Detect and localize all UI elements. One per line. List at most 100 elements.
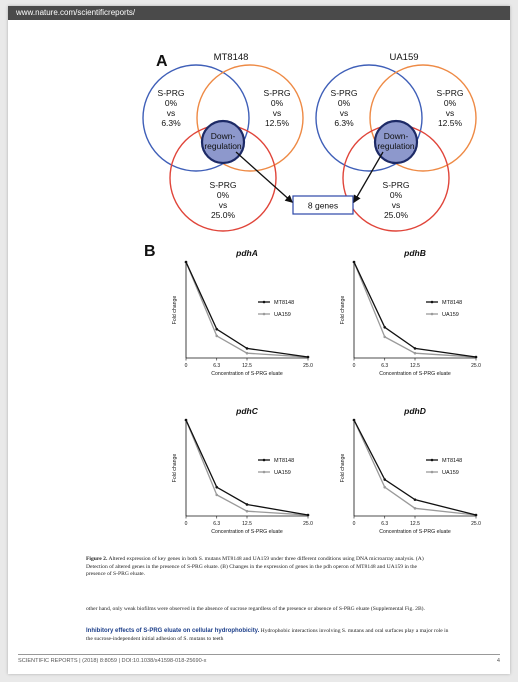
chart-title: pdhA (235, 248, 258, 258)
venn-label-top-right: 0% (271, 98, 284, 108)
venn-diagram-mt8148: MT8148S-PRG0%vs6.3%S-PRG0%vs12.5%S-PRG0%… (142, 52, 304, 232)
venn-circle-6-3 (315, 64, 423, 172)
series-line-ua159 (353, 261, 477, 358)
venn-center-downregulation (373, 119, 419, 165)
data-point-mt8148 (383, 478, 387, 481)
venn-label-bottom: 0% (390, 190, 403, 200)
x-tick-label: 25.0 (303, 521, 313, 527)
data-point-mt8148 (245, 347, 249, 350)
y-axis-label: Fold change (172, 296, 178, 325)
x-tick-label: 12.5 (242, 363, 252, 369)
paragraph-1-text: other hand, only weak biofilms were obse… (86, 606, 425, 612)
caption-text: Altered expression of key genes in both … (86, 556, 424, 578)
data-point-ua159 (383, 485, 387, 489)
series-line-mt8148 (353, 419, 477, 516)
legend-marker-ua159 (430, 470, 434, 474)
data-point-mt8148 (245, 503, 249, 506)
series-line-mt8148 (185, 261, 309, 358)
journal-url[interactable]: www.nature.com/scientificreports/ (16, 8, 136, 17)
data-point-mt8148 (383, 325, 387, 329)
x-axis-label: Concentration of S-PRG eluate (379, 529, 451, 535)
legend-marker-mt8148 (430, 300, 434, 304)
venn-circle-12-5 (369, 64, 477, 172)
x-tick-label: 0 (185, 363, 188, 369)
legend-label-mt8148: MT8148 (274, 458, 294, 464)
venn-label-top-right: 12.5% (438, 118, 463, 128)
venn-center-label: Down- (384, 131, 409, 141)
x-tick-label: 0 (353, 521, 356, 527)
venn-label-top-left: 0% (338, 98, 351, 108)
venn-label-top-right: vs (273, 108, 282, 118)
legend-label-mt8148: MT8148 (442, 300, 462, 306)
series-line-ua159 (185, 261, 309, 358)
x-tick-label: 12.5 (410, 521, 420, 527)
body-paragraph-1: other hand, only weak biofilms were obse… (86, 606, 456, 614)
venn-label-top-left: 6.3% (334, 118, 354, 128)
data-point-mt8148 (474, 355, 478, 359)
venn-label-bottom: 25.0% (384, 210, 409, 220)
chart-title: pdhD (403, 406, 426, 416)
arrow-right (353, 151, 384, 204)
data-point-ua159 (245, 351, 249, 355)
article-page: www.nature.com/scientificreports/ A B MT81… (8, 6, 510, 674)
legend-label-ua159: UA159 (274, 312, 291, 318)
venn-label-top-left: 6.3% (161, 118, 181, 128)
chart-pdha: pdhA 0 6.3 12.5 25.0 Concentration of S-PRG e… (172, 248, 313, 377)
panel-a-label: A (156, 53, 168, 70)
venn-label-top-right: 12.5% (265, 118, 290, 128)
legend-marker-mt8148 (430, 458, 434, 462)
venn-label-bottom: S-PRG (210, 180, 237, 190)
venn-strain-label: MT8148 (214, 52, 249, 63)
venn-label-top-left: S-PRG (331, 88, 358, 98)
data-point-mt8148 (215, 485, 219, 489)
legend-label-ua159: UA159 (442, 312, 459, 318)
data-point-ua159 (245, 509, 249, 513)
venn-label-bottom: S-PRG (383, 180, 410, 190)
chart-pdhd: pdhD 0 6.3 12.5 25.0 Concentration of S-PRG e… (340, 406, 481, 535)
figure-caption: Figure 2. Altered expression of key gene… (86, 556, 436, 579)
data-point-mt8148 (215, 327, 219, 331)
venn-label-top-left: vs (167, 108, 176, 118)
series-line-mt8148 (353, 261, 477, 358)
series-line-ua159 (353, 419, 477, 516)
venn-circle-12-5 (196, 64, 304, 172)
data-point-mt8148 (474, 513, 478, 517)
data-point-ua159 (413, 507, 417, 510)
venn-label-top-left: S-PRG (158, 88, 185, 98)
x-tick-label: 6.3 (381, 521, 388, 527)
venn-label-top-right: vs (446, 108, 455, 118)
footer-citation: SCIENTIFIC REPORTS | (2018) 8:8059 | DOI… (18, 658, 207, 664)
genes-box (292, 195, 354, 215)
legend-marker-mt8148 (262, 458, 266, 462)
series-line-ua159 (185, 419, 309, 516)
venn-label-top-left: 0% (165, 98, 178, 108)
venn-label-top-right: 0% (444, 98, 457, 108)
venn-circle-6-3 (142, 64, 250, 172)
x-tick-label: 25.0 (471, 363, 481, 369)
y-axis-label: Fold change (172, 454, 178, 483)
x-tick-label: 6.3 (213, 521, 220, 527)
chart-title: pdhC (235, 406, 259, 416)
x-tick-label: 12.5 (410, 363, 420, 369)
journal-header-bar: www.nature.com/scientificreports/ (8, 6, 510, 20)
x-tick-label: 12.5 (242, 521, 252, 527)
chart-pdhb: pdhB 0 6.3 12.5 25.0 Concentration of S-PRG e… (340, 248, 481, 377)
page-number: 4 (496, 658, 500, 664)
paragraph-2-text: Hydrophobic interactions involving S. mu… (86, 628, 449, 642)
x-tick-label: 0 (353, 363, 356, 369)
legend-marker-ua159 (262, 470, 266, 474)
data-point-mt8148 (352, 418, 356, 422)
chart-title: pdhB (403, 248, 426, 258)
y-axis-label: Fold change (340, 454, 346, 483)
legend-marker-ua159 (430, 312, 434, 316)
arrow-left (235, 151, 293, 203)
body-paragraph-2: Inhibitory effects of S-PRG eluate on ce… (86, 628, 456, 643)
venn-label-bottom: vs (219, 200, 228, 210)
legend-marker-ua159 (262, 312, 266, 316)
venn-diagram-ua159: UA159S-PRG0%vs6.3%S-PRG0%vs12.5%S-PRG0%v… (315, 52, 477, 232)
panel-b-label: B (144, 243, 156, 260)
data-point-mt8148 (184, 418, 188, 422)
legend-label-ua159: UA159 (274, 470, 291, 476)
page-footer: SCIENTIFIC REPORTS | (2018) 8:8059 | DOI… (18, 658, 500, 664)
x-tick-label: 6.3 (381, 363, 388, 369)
